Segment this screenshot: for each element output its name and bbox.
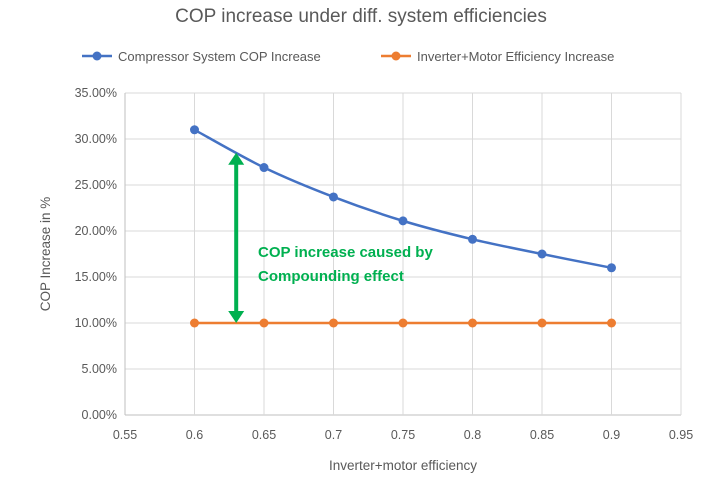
- data-point: [537, 318, 547, 328]
- data-point: [537, 249, 547, 259]
- legend-marker-dot-compressor: [92, 51, 102, 61]
- data-point: [398, 318, 408, 328]
- x-tick-label: 0.7: [325, 428, 342, 442]
- annotation-arrowhead-top: [228, 152, 245, 165]
- y-tick-label: 20.00%: [75, 224, 117, 238]
- data-point: [398, 216, 408, 226]
- x-axis-ticks: 0.55 0.6 0.65 0.7 0.75 0.8 0.85 0.9 0.95: [113, 428, 693, 442]
- y-tick-label: 5.00%: [82, 362, 117, 376]
- x-tick-label: 0.85: [530, 428, 554, 442]
- y-axis-title: COP Increase in %: [38, 197, 53, 312]
- legend-marker-dot-inverter: [391, 51, 401, 61]
- data-point: [190, 318, 199, 328]
- y-tick-label: 10.00%: [75, 316, 117, 330]
- series-1: [190, 318, 616, 328]
- y-axis-ticks: 0.00% 5.00% 10.00% 15.00% 20.00% 25.00% 30.00%…: [75, 86, 117, 422]
- x-tick-label: 0.55: [113, 428, 137, 442]
- annotation-text-line-2: Compounding effect: [258, 268, 404, 285]
- y-tick-label: 25.00%: [75, 178, 117, 192]
- data-point: [607, 263, 616, 273]
- legend: Compressor System COP Increase Inverter+…: [82, 49, 614, 64]
- x-tick-label: 0.8: [464, 428, 481, 442]
- data-point: [259, 163, 269, 173]
- x-tick-label: 0.9: [603, 428, 620, 442]
- data-point: [329, 318, 338, 328]
- legend-label-compressor: Compressor System COP Increase: [118, 49, 321, 64]
- y-tick-label: 30.00%: [75, 132, 117, 146]
- y-tick-label: 0.00%: [82, 408, 117, 422]
- data-point: [468, 234, 477, 244]
- legend-label-inverter: Inverter+Motor Efficiency Increase: [417, 49, 614, 64]
- data-point: [607, 318, 616, 328]
- series-0: [190, 125, 616, 273]
- y-tick-label: 35.00%: [75, 86, 117, 100]
- x-axis-title: Inverter+motor efficiency: [329, 458, 477, 473]
- annotation-text-line-1: COP increase caused by: [258, 244, 433, 261]
- y-tick-label: 15.00%: [75, 270, 117, 284]
- x-tick-label: 0.95: [669, 428, 693, 442]
- data-series: [190, 125, 616, 328]
- x-tick-label: 0.75: [391, 428, 415, 442]
- data-point: [329, 192, 338, 202]
- chart-title: COP increase under diff. system efficien…: [175, 6, 547, 27]
- x-tick-label: 0.6: [186, 428, 203, 442]
- annotation: COP increase caused by Compounding effec…: [228, 152, 433, 323]
- data-point: [190, 125, 199, 135]
- data-point: [468, 318, 477, 328]
- annotation-arrowhead-bottom: [228, 311, 245, 323]
- data-point: [259, 318, 269, 328]
- x-tick-label: 0.65: [252, 428, 276, 442]
